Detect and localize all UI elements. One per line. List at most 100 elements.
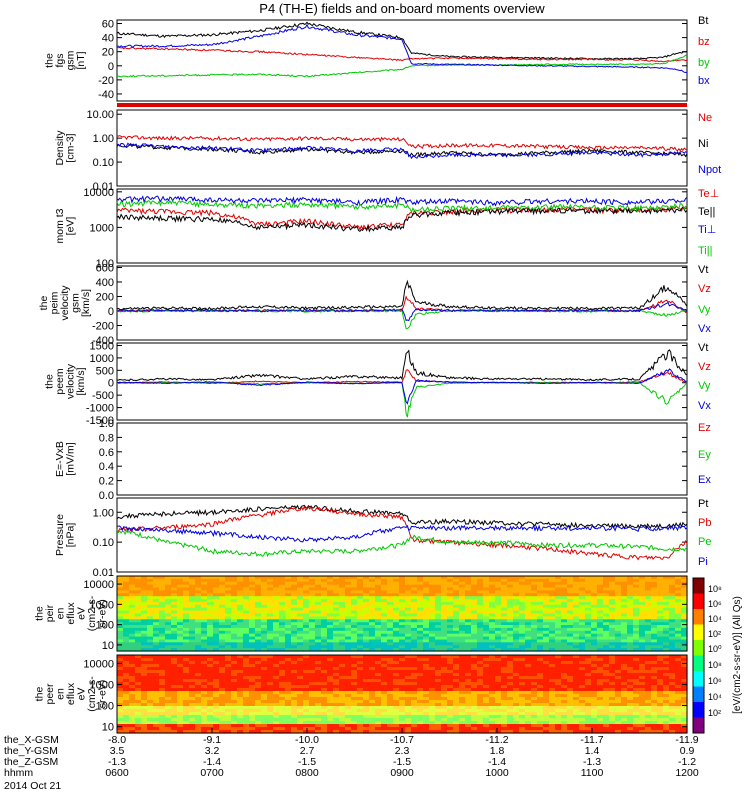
- heatmap-cell: [369, 706, 376, 710]
- heatmap-cell: [585, 670, 592, 674]
- heatmap-cell: [579, 727, 586, 731]
- heatmap-cell: [465, 655, 472, 659]
- heatmap-cell: [231, 688, 238, 692]
- heatmap-cell: [435, 599, 442, 603]
- heatmap-cell: [117, 610, 124, 615]
- heatmap-cell: [207, 703, 214, 707]
- heatmap-cell: [573, 694, 580, 698]
- heatmap-cell: [129, 655, 136, 659]
- heatmap-cell: [153, 718, 160, 722]
- y-tick-label: 10000: [83, 187, 114, 199]
- heatmap-cell: [465, 590, 472, 594]
- heatmap-cell: [357, 576, 364, 580]
- heatmap-cell: [525, 636, 532, 641]
- heatmap-cell: [315, 673, 322, 677]
- y-tick-label: -200: [92, 320, 114, 332]
- heatmap-cell: [417, 682, 424, 686]
- heatmap-cell: [201, 616, 208, 620]
- heatmap-cell: [591, 602, 598, 606]
- heatmap-cell: [195, 688, 202, 692]
- heatmap-cell: [363, 627, 370, 632]
- heatmap-cell: [495, 590, 502, 594]
- legend-entry: Ni: [698, 138, 708, 150]
- heatmap-cell: [201, 587, 208, 591]
- heatmap-cell: [297, 682, 304, 686]
- heatmap-cell: [225, 727, 232, 731]
- heatmap-cell: [387, 712, 394, 716]
- heatmap-cell: [261, 667, 268, 671]
- heatmap-cell: [285, 676, 292, 680]
- heatmap-cell: [585, 610, 592, 615]
- heatmap-cell: [609, 712, 616, 716]
- heatmap-cell: [273, 655, 280, 659]
- heatmap-cell: [441, 727, 448, 731]
- heatmap-cell: [585, 694, 592, 698]
- heatmap-cell: [501, 721, 508, 725]
- heatmap-cell: [531, 700, 538, 704]
- heatmap-cell: [351, 613, 358, 617]
- heatmap-cell: [351, 604, 358, 609]
- heatmap-cell: [459, 587, 466, 591]
- heatmap-cell: [333, 724, 340, 728]
- heatmap-cell: [561, 639, 568, 643]
- heatmap-cell: [621, 616, 628, 620]
- heatmap-cell: [321, 613, 328, 617]
- heatmap-cell: [633, 688, 640, 692]
- heatmap-cell: [387, 685, 394, 689]
- heatmap-cell: [249, 679, 256, 683]
- heatmap-cell: [195, 613, 202, 617]
- heatmap-cell: [441, 703, 448, 707]
- heatmap-cell: [537, 697, 544, 701]
- heatmap-cell: [285, 576, 292, 580]
- heatmap-cell: [543, 576, 550, 580]
- heatmap-cell: [573, 625, 580, 629]
- heatmap-cell: [273, 658, 280, 662]
- heatmap-cell: [381, 718, 388, 722]
- heatmap-cell: [597, 718, 604, 722]
- heatmap-cell: [123, 700, 130, 704]
- heatmap-cell: [681, 645, 688, 649]
- heatmap-cell: [297, 607, 304, 612]
- heatmap-cell: [273, 645, 280, 649]
- heatmap-cell: [393, 584, 400, 589]
- heatmap-cell: [543, 581, 550, 586]
- heatmap-cell: [645, 700, 652, 704]
- heatmap-cell: [543, 661, 550, 665]
- heatmap-cell: [303, 709, 310, 713]
- heatmap-cell: [369, 596, 376, 600]
- heatmap-cell: [297, 648, 304, 652]
- heatmap-cell: [357, 676, 364, 680]
- heatmap-cell: [195, 610, 202, 615]
- heatmap-cell: [249, 712, 256, 716]
- heatmap-cell: [585, 599, 592, 603]
- heatmap-cell: [417, 590, 424, 594]
- heatmap-cell: [387, 715, 394, 719]
- heatmap-cell: [291, 622, 298, 626]
- heatmap-cell: [627, 604, 634, 609]
- heatmap-cell: [363, 636, 370, 641]
- heatmap-cell: [399, 691, 406, 695]
- heatmap-cell: [327, 682, 334, 686]
- heatmap-cell: [639, 613, 646, 617]
- heatmap-cell: [219, 655, 226, 659]
- heatmap-cell: [621, 721, 628, 725]
- heatmap-cell: [273, 613, 280, 617]
- heatmap-cell: [387, 622, 394, 626]
- heatmap-cell: [477, 616, 484, 620]
- heatmap-cell: [183, 576, 190, 580]
- heatmap-cell: [549, 688, 556, 692]
- heatmap-cell: [249, 673, 256, 677]
- heatmap-cell: [459, 604, 466, 609]
- heatmap-cell: [597, 616, 604, 620]
- heatmap-cell: [327, 642, 334, 646]
- heatmap-cell: [213, 709, 220, 713]
- heatmap-cell: [633, 727, 640, 731]
- heatmap-cell: [237, 676, 244, 680]
- y-axis-label-line: [eV]: [64, 217, 76, 236]
- heatmap-cell: [681, 599, 688, 603]
- heatmap-cell: [663, 576, 670, 580]
- heatmap-cell: [153, 655, 160, 659]
- heatmap-cell: [237, 619, 244, 623]
- heatmap-cell: [483, 658, 490, 662]
- heatmap-cell: [171, 685, 178, 689]
